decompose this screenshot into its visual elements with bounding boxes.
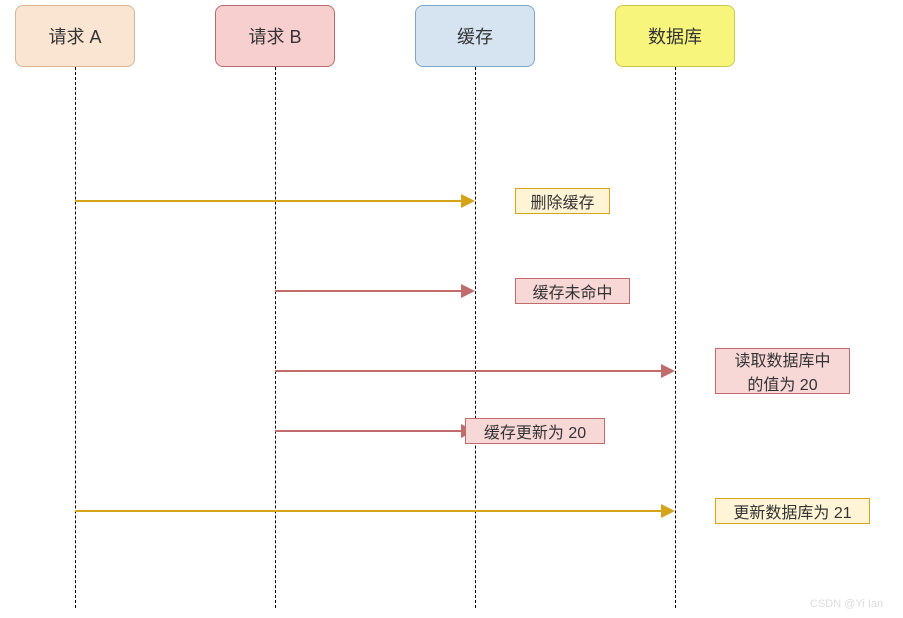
arrow-head-m2 bbox=[461, 284, 475, 298]
arrow-m1 bbox=[75, 200, 465, 202]
lifeline-reqA bbox=[75, 67, 76, 608]
lifeline-cache bbox=[475, 67, 476, 608]
lifeline-reqB bbox=[275, 67, 276, 608]
msg-label-m1: 删除缓存 bbox=[515, 188, 610, 214]
arrow-m4 bbox=[275, 430, 465, 432]
watermark: CSDN @Yi Ian bbox=[810, 598, 883, 610]
arrow-head-m1 bbox=[461, 194, 475, 208]
sequence-diagram: 请求 A 请求 B 缓存 数据库删除缓存缓存未命中读取数据库中 的值为 20 缓存更新为… bbox=[0, 0, 903, 618]
arrow-m2 bbox=[275, 290, 465, 292]
arrow-head-m5 bbox=[661, 504, 675, 518]
participant-cache: 缓存 bbox=[415, 5, 535, 67]
msg-label-m3: 读取数据库中 的值为 20 bbox=[715, 348, 850, 394]
participant-db: 数据库 bbox=[615, 5, 735, 67]
arrow-m5 bbox=[75, 510, 665, 512]
participant-reqA: 请求 A bbox=[15, 5, 135, 67]
msg-label-m4: 缓存更新为 20 bbox=[465, 418, 605, 444]
msg-label-m5: 更新数据库为 21 bbox=[715, 498, 870, 524]
arrow-m3 bbox=[275, 370, 665, 372]
participant-reqB: 请求 B bbox=[215, 5, 335, 67]
msg-label-m2: 缓存未命中 bbox=[515, 278, 630, 304]
lifeline-db bbox=[675, 67, 676, 608]
arrow-head-m3 bbox=[661, 364, 675, 378]
